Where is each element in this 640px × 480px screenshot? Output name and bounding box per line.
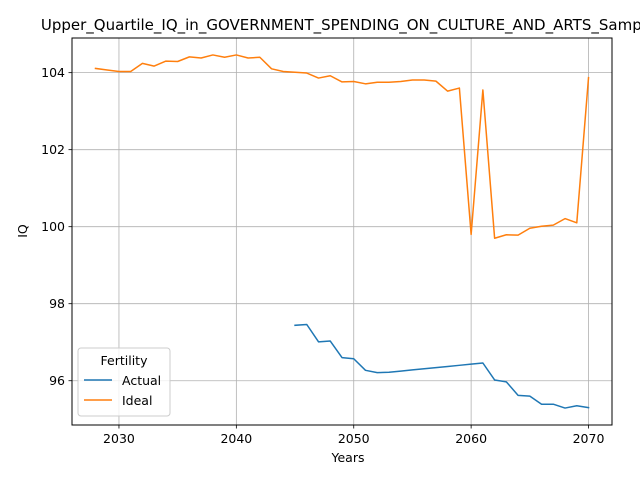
series-layer bbox=[94, 54, 590, 409]
x-tick-label: 2060 bbox=[455, 431, 487, 446]
legend-title: Fertility bbox=[101, 353, 149, 368]
legend-label-actual: Actual bbox=[122, 373, 161, 388]
plot-area-frame bbox=[71, 37, 613, 426]
x-axis: 2030 2040 2050 2060 2070 bbox=[103, 425, 604, 446]
series-line-actual bbox=[294, 323, 590, 409]
y-tick-label: 98 bbox=[49, 296, 65, 311]
x-tick-label: 2070 bbox=[573, 431, 605, 446]
x-axis-label: Years bbox=[331, 450, 365, 465]
y-tick-label: 96 bbox=[49, 373, 65, 388]
chart-title: Upper_Quartile_IQ_in_GOVERNMENT_SPENDING… bbox=[41, 16, 640, 35]
y-tick-label: 104 bbox=[41, 65, 65, 80]
y-axis: 96 98 100 102 104 bbox=[41, 65, 72, 388]
y-tick-label: 100 bbox=[41, 219, 65, 234]
y-tick-label: 102 bbox=[41, 142, 65, 157]
legend-label-ideal: Ideal bbox=[122, 393, 152, 408]
x-tick-label: 2030 bbox=[103, 431, 135, 446]
x-tick-label: 2050 bbox=[338, 431, 370, 446]
y-axis-label: IQ bbox=[15, 224, 30, 238]
legend-box bbox=[77, 347, 171, 417]
legend: Fertility Actual Ideal bbox=[77, 347, 171, 417]
x-tick-label: 2040 bbox=[220, 431, 252, 446]
series-line-ideal bbox=[94, 54, 590, 239]
